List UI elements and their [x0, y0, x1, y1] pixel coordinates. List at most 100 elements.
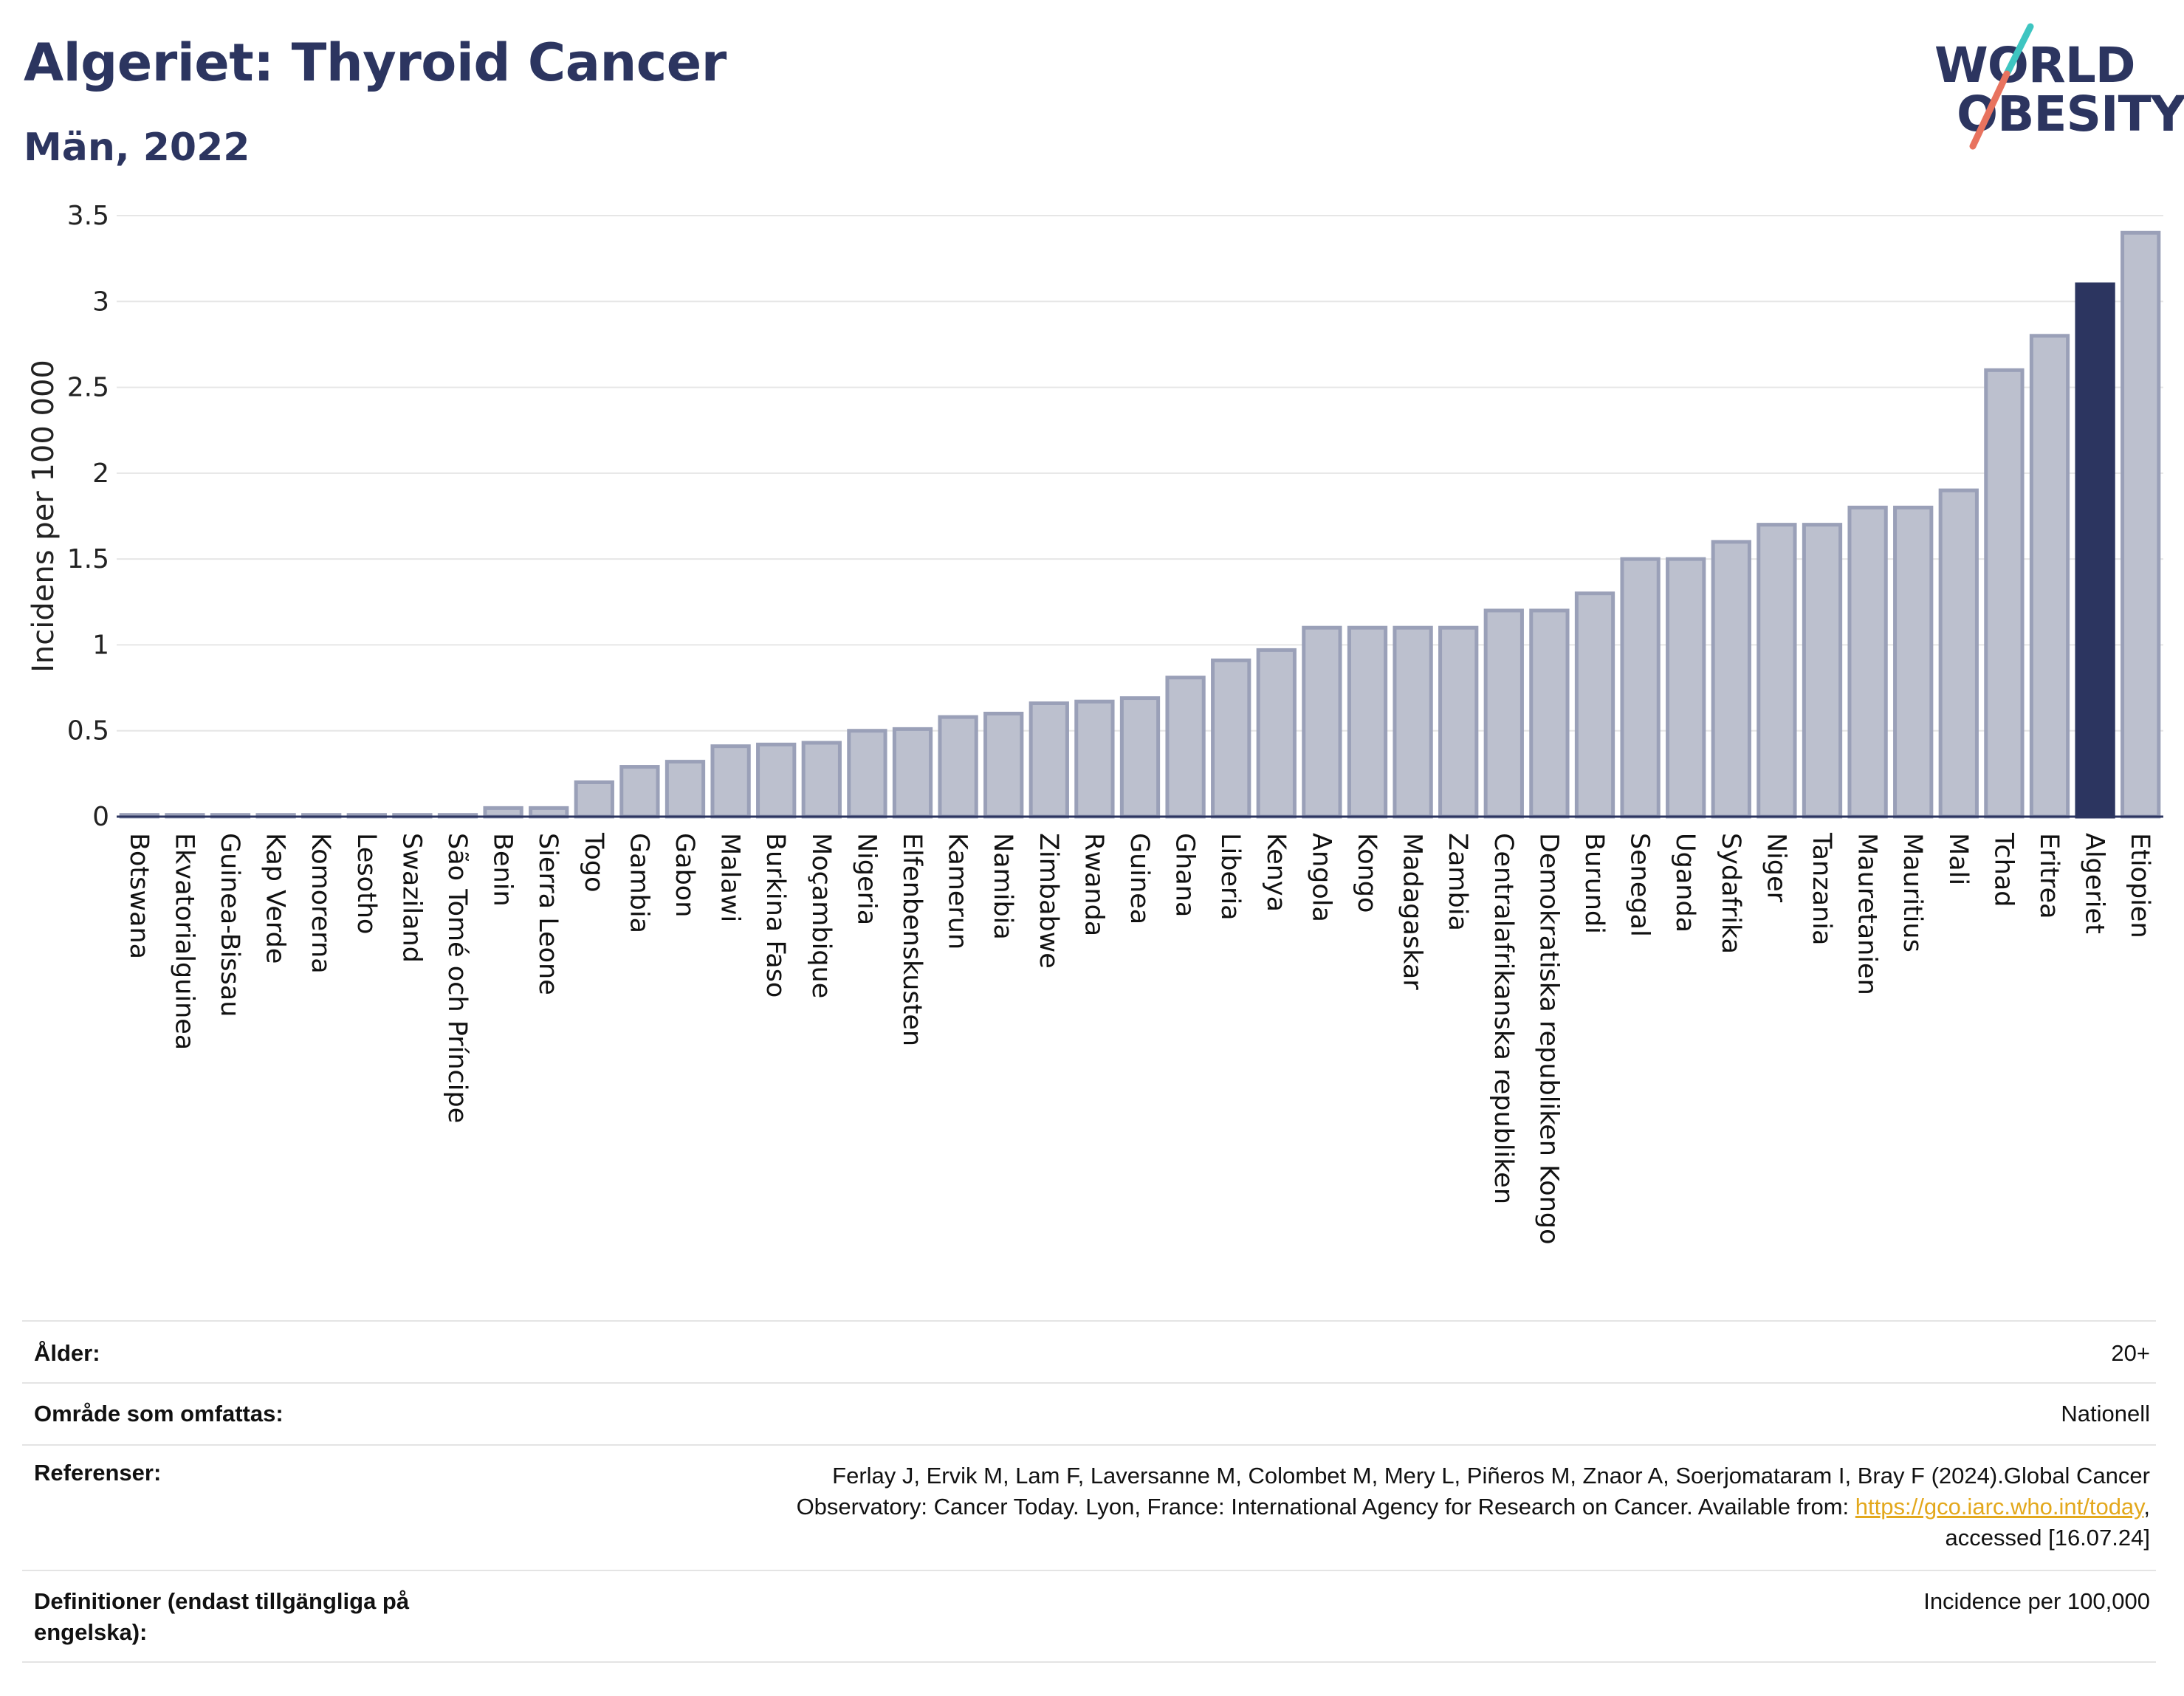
y-tick-label: 3 — [92, 286, 109, 317]
bar — [1984, 368, 2025, 819]
x-tick-label: Kap Verde — [261, 833, 290, 964]
bar — [1347, 625, 1388, 819]
bar — [1211, 658, 1251, 819]
bar — [1938, 488, 1979, 819]
world-obesity-logo: WORLD OBESITY — [1920, 22, 2184, 155]
bar — [801, 741, 842, 819]
bar — [2121, 230, 2161, 819]
references-link[interactable]: https://gco.iarc.who.int/today — [1855, 1494, 2144, 1520]
bar — [1666, 557, 1706, 819]
x-tick-label: Liberia — [1215, 833, 1245, 921]
chart-subtitle: Män, 2022 — [24, 126, 250, 170]
chart-title: Algeriet: Thyroid Cancer — [24, 32, 727, 93]
x-tick-label: Madagaskar — [1398, 833, 1427, 990]
y-tick-label: 0 — [92, 802, 109, 832]
references-label: Referenser: — [34, 1460, 162, 1486]
x-tick-label: Algeriet — [2080, 833, 2109, 934]
x-tick-label: Mauritius — [1898, 833, 1927, 952]
bar — [983, 711, 1024, 819]
references-line-3: accessed [16.07.24] — [1945, 1525, 2150, 1551]
x-tick-label: Mauretanien — [1852, 833, 1882, 995]
bar — [2029, 334, 2070, 819]
logo-slash-icon — [1969, 23, 2034, 150]
definitions-label-line-2: engelska): — [34, 1619, 148, 1645]
bar — [1438, 625, 1479, 819]
age-label: Ålder: — [34, 1340, 100, 1366]
bar — [1393, 625, 1433, 819]
info-row-area: Område som omfattas: Nationell — [22, 1382, 2156, 1446]
x-tick-label: Tchad — [1988, 832, 2018, 907]
references-line-2: Observatory: Cancer Today. Lyon, France:… — [797, 1491, 2150, 1522]
y-tick-label: 3.5 — [67, 201, 109, 231]
definitions-value: Incidence per 100,000 — [1923, 1588, 2150, 1614]
age-value: 20+ — [2111, 1340, 2150, 1366]
x-tick-label: Etiopien — [2125, 833, 2154, 938]
x-tick-label: Tanzania — [1807, 832, 1836, 945]
bar — [847, 729, 887, 819]
x-tick-label: Kamerun — [943, 833, 972, 950]
x-tick-label: Angola — [1306, 833, 1336, 922]
bar-highlight — [2075, 282, 2115, 819]
x-tick-label: Nigeria — [851, 833, 881, 925]
bar — [1529, 608, 1570, 819]
x-tick-label: Swaziland — [396, 833, 426, 963]
x-tick-label: Kenya — [1261, 833, 1291, 912]
x-tick-label: Malawi — [715, 833, 745, 922]
bar — [1574, 591, 1615, 819]
bar — [756, 742, 797, 819]
bar — [1847, 505, 1888, 819]
area-value: Nationell — [2061, 1401, 2150, 1427]
x-tick-label: Eritrea — [2034, 833, 2064, 919]
x-tick-label: São Tomé och Príncipe — [442, 833, 472, 1123]
bar — [710, 744, 751, 819]
y-tick-label: 0.5 — [67, 716, 109, 746]
y-tick-label: 2.5 — [67, 373, 109, 403]
bar — [938, 715, 978, 819]
y-tick-label: 1 — [92, 630, 109, 660]
x-tick-label: Kongo — [1352, 833, 1381, 913]
x-tick-label: Guinea-Bissau — [215, 833, 244, 1017]
x-tick-label: Burundi — [1579, 833, 1609, 934]
x-tick-label: Uganda — [1670, 833, 1700, 933]
x-tick-label: Ekvatorialguinea — [169, 833, 199, 1050]
x-tick-label: Zimbabwe — [1034, 833, 1063, 969]
x-tick-label: Rwanda — [1079, 833, 1108, 936]
x-tick-label: Guinea — [1124, 833, 1154, 924]
bar — [483, 806, 523, 819]
y-tick-label: 1.5 — [67, 544, 109, 574]
logo-text-world: WORLD — [1934, 37, 2136, 94]
x-tick-label: Namibia — [988, 833, 1017, 940]
bar — [529, 806, 569, 819]
bar — [1711, 540, 1751, 819]
area-label: Område som omfattas: — [34, 1401, 284, 1427]
x-tick-label: Senegal — [1625, 833, 1655, 937]
bar — [619, 765, 660, 819]
references-line-2-end: , — [2143, 1494, 2150, 1520]
bar — [1893, 505, 1934, 819]
x-tick-label: Sydafrika — [1716, 833, 1745, 954]
definitions-label-line-1: Definitioner (endast tillgängliga på — [34, 1588, 410, 1614]
x-tick-label: Elfenbenskusten — [897, 833, 927, 1046]
definitions-label: Definitioner (endast tillgängliga på eng… — [34, 1586, 409, 1648]
bar — [1802, 523, 1843, 819]
x-tick-label: Gabon — [670, 833, 699, 917]
x-tick-label: Centralafrikanska republiken — [1488, 833, 1518, 1204]
x-tick-label: Niger — [1761, 833, 1790, 903]
x-tick-label: Lesotho — [351, 833, 381, 934]
info-row-definitions: Definitioner (endast tillgängliga på eng… — [22, 1570, 2156, 1663]
bar — [892, 727, 933, 819]
x-tick-label: Benin — [488, 833, 518, 907]
references-line-2-text: Observatory: Cancer Today. Lyon, France:… — [796, 1494, 1855, 1520]
y-axis-label: Incidens per 100 000 — [27, 360, 61, 673]
bar — [1757, 523, 1797, 819]
x-tick-label: Botswana — [124, 833, 154, 959]
references-value: Ferlay J, Ervik M, Lam F, Laversanne M, … — [797, 1460, 2150, 1553]
references-line-1: Ferlay J, Ervik M, Lam F, Laversanne M, … — [832, 1463, 2150, 1489]
bar — [1302, 625, 1342, 819]
info-row-age: Ålder: 20+ — [22, 1320, 2156, 1384]
bar — [1119, 696, 1161, 819]
x-tick-label: Demokratiska republiken Kongo — [1534, 833, 1563, 1245]
x-tick-label: Moçambique — [806, 833, 836, 998]
info-row-references: Referenser: Ferlay J, Ervik M, Lam F, La… — [22, 1444, 2156, 1571]
bar — [574, 780, 614, 819]
